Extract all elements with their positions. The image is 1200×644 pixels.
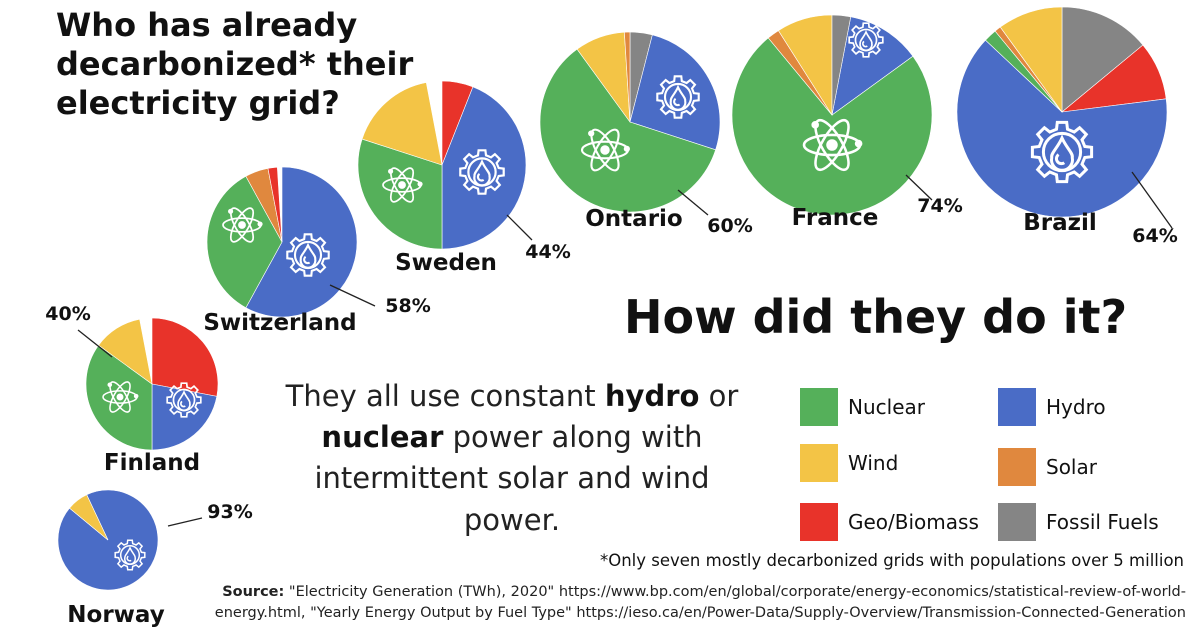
legend-swatch-nuclear bbox=[800, 388, 838, 426]
legend-item-hydro: Hydro bbox=[998, 387, 1106, 427]
legend-item-solar: Solar bbox=[998, 447, 1097, 487]
pct-label-ontario: 60% bbox=[707, 215, 752, 237]
nuclear-icon bbox=[382, 167, 423, 203]
source-citation: Source: "Electricity Generation (TWh), 2… bbox=[196, 582, 1186, 624]
pie-slice-norway-wind bbox=[69, 494, 109, 541]
hydro-gear-icon bbox=[1030, 120, 1094, 184]
nuclear-icon bbox=[580, 128, 630, 172]
source-text: "Electricity Generation (TWh), 2020" htt… bbox=[214, 584, 1186, 622]
country-label-norway: Norway bbox=[67, 602, 164, 628]
pie-slice-sweden-wind bbox=[361, 82, 443, 166]
pct-label-finland: 40% bbox=[45, 303, 90, 325]
pie-slice-france-hydro bbox=[831, 16, 914, 116]
pie-slice-brazil-hydro bbox=[956, 39, 1168, 218]
pct-label-switzerland: 58% bbox=[385, 295, 430, 317]
pie-finland: Finland 40% bbox=[45, 303, 219, 476]
explanation-post2: intermittent solar and wind power. bbox=[314, 461, 710, 537]
legend-swatch-wind bbox=[800, 444, 838, 482]
hydro-gear-icon bbox=[459, 149, 505, 195]
footnote: *Only seven mostly decarbonized grids wi… bbox=[599, 551, 1184, 570]
legend-label-hydro: Hydro bbox=[1046, 395, 1106, 419]
legend-swatch-solar bbox=[998, 448, 1036, 486]
pie-slice-ontario-nuclear bbox=[539, 48, 716, 213]
pie-norway: Norway 93% bbox=[57, 489, 253, 628]
explanation-hydro: hydro bbox=[604, 379, 700, 413]
legend-label-solar: Solar bbox=[1046, 455, 1097, 479]
country-label-sweden: Sweden bbox=[395, 250, 497, 276]
legend-swatch-geo-biomass bbox=[800, 503, 838, 541]
nuclear-icon bbox=[102, 381, 139, 413]
legend-item-geo-biomass: Geo/Biomass bbox=[800, 502, 979, 542]
leader-line-finland bbox=[77, 329, 113, 358]
pie-slice-switzerland-geo-biomass bbox=[267, 166, 283, 243]
legend-item-fossil-fuels: Fossil Fuels bbox=[998, 502, 1159, 542]
hydro-gear-icon bbox=[286, 233, 330, 277]
explanation-post1: power along with bbox=[443, 420, 703, 455]
pie-slice-switzerland-hydro bbox=[245, 166, 358, 318]
legend-swatch-fossil-fuels bbox=[998, 503, 1036, 541]
pie-brazil: Brazil 64% bbox=[956, 6, 1178, 247]
page-title: Who has already decarbonized* their elec… bbox=[56, 6, 414, 123]
nuclear-icon bbox=[222, 207, 263, 243]
hydro-gear-icon bbox=[656, 75, 700, 119]
leader-line-brazil bbox=[1131, 171, 1173, 229]
pie-slice-brazil-wind bbox=[999, 6, 1063, 113]
country-label-france: France bbox=[792, 205, 879, 231]
hydro-gear-icon bbox=[166, 382, 202, 418]
question-heading: How did they do it? bbox=[624, 290, 1128, 344]
country-label-brazil: Brazil bbox=[1023, 210, 1097, 236]
explanation-nuclear: nuclear bbox=[321, 420, 444, 455]
source-label: Source: bbox=[222, 584, 285, 600]
nuclear-icon bbox=[802, 118, 863, 172]
explanation-pre: They all use constant bbox=[285, 379, 605, 413]
pie-slice-france-fossil-fuels bbox=[831, 14, 852, 116]
legend-label-wind: Wind bbox=[848, 451, 899, 475]
pie-sweden: Sweden 44% bbox=[357, 80, 571, 276]
country-label-switzerland: Switzerland bbox=[203, 310, 356, 336]
explanation-mid: or bbox=[699, 379, 739, 413]
leader-line-norway bbox=[167, 517, 203, 527]
pie-slice-sweden-hydro bbox=[441, 86, 527, 250]
country-label-ontario: Ontario bbox=[585, 206, 682, 232]
pct-label-france: 74% bbox=[917, 195, 962, 217]
hydro-gear-icon bbox=[848, 22, 884, 58]
legend-item-wind: Wind bbox=[800, 443, 898, 483]
pie-slice-ontario-solar bbox=[624, 31, 631, 123]
pie-slice-finland-geo-biomass bbox=[151, 317, 219, 397]
explanation-text: They all use constant hydro or nuclear po… bbox=[262, 376, 762, 541]
country-label-finland: Finland bbox=[104, 450, 200, 476]
pct-label-sweden: 44% bbox=[525, 241, 570, 263]
pct-label-brazil: 64% bbox=[1132, 225, 1177, 247]
leader-line-switzerland bbox=[329, 284, 376, 307]
legend-label-nuclear: Nuclear bbox=[848, 395, 925, 419]
pie-slice-brazil-fossil-fuels bbox=[1061, 6, 1144, 113]
pie-ontario: Ontario 60% bbox=[539, 31, 753, 237]
leader-line-france bbox=[905, 174, 933, 201]
legend-swatch-hydro bbox=[998, 388, 1036, 426]
leader-line-ontario bbox=[677, 189, 709, 216]
pct-label-norway: 93% bbox=[207, 501, 252, 523]
pie-france: France 74% bbox=[731, 14, 963, 231]
pie-switzerland: Switzerland 58% bbox=[203, 166, 431, 336]
legend-label-geo-biomass: Geo/Biomass bbox=[848, 510, 979, 534]
legend-label-fossil-fuels: Fossil Fuels bbox=[1046, 510, 1159, 534]
legend-item-nuclear: Nuclear bbox=[800, 387, 925, 427]
pie-slice-switzerland-nuclear bbox=[206, 175, 283, 309]
leader-line-sweden bbox=[506, 214, 533, 241]
hydro-gear-icon bbox=[114, 539, 146, 571]
pie-slice-finland-wind bbox=[98, 318, 153, 385]
